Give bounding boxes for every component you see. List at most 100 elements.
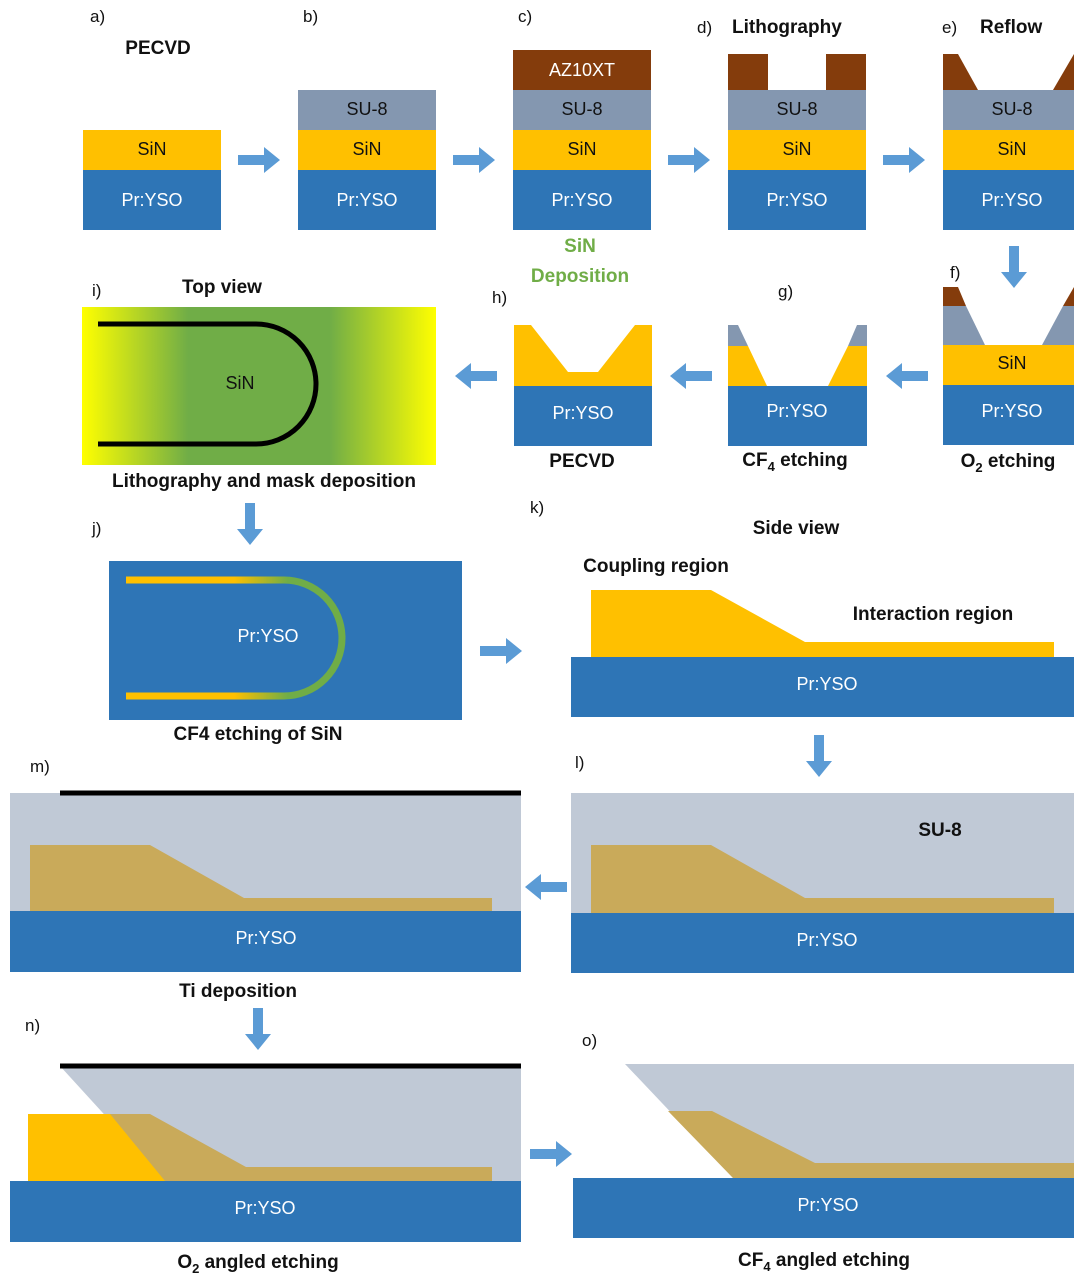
step-b: b) SU-8 SiN Pr:YSO bbox=[298, 7, 436, 230]
sin-label: SiN bbox=[137, 139, 166, 159]
step-a-letter: a) bbox=[90, 7, 105, 26]
su8-sloped-right bbox=[1042, 306, 1074, 345]
step-g: g) Pr:YSO CF4 etching bbox=[728, 282, 867, 474]
step-c-letter: c) bbox=[518, 7, 532, 26]
substrate-layer bbox=[10, 1181, 521, 1242]
top-view-wafer bbox=[82, 307, 436, 465]
coupling-region-label: Coupling region bbox=[583, 556, 729, 577]
sin-layer bbox=[728, 130, 866, 170]
substrate-label: Pr:YSO bbox=[766, 401, 827, 421]
angled-sin-facet bbox=[668, 1111, 1074, 1178]
top-view-sin-label: SiN bbox=[225, 373, 254, 393]
step-o-letter: o) bbox=[582, 1031, 597, 1050]
arrow-right-icon bbox=[530, 1141, 572, 1167]
su8-label: SU-8 bbox=[991, 99, 1032, 119]
step-a: a) PECVD SiN Pr:YSO bbox=[83, 7, 221, 230]
etched-sin-waveguide bbox=[126, 576, 346, 700]
step-d: d) Lithography SU-8 SiN Pr:YSO bbox=[697, 17, 866, 230]
resist-block-left bbox=[728, 54, 768, 90]
substrate-label: Pr:YSO bbox=[981, 190, 1042, 210]
step-m-caption: Ti deposition bbox=[179, 981, 297, 1002]
substrate-layer bbox=[10, 911, 521, 972]
arrow-down-icon bbox=[1001, 246, 1027, 288]
su8-layer bbox=[728, 90, 866, 130]
substrate-label: Pr:YSO bbox=[336, 190, 397, 210]
mask-line bbox=[98, 321, 319, 447]
interaction-region-label: Interaction region bbox=[853, 604, 1013, 625]
step-h-caption: PECVD bbox=[549, 451, 614, 472]
step-j-letter: j) bbox=[91, 519, 101, 538]
arrow-left-icon bbox=[455, 363, 497, 389]
resist-remnant-left bbox=[943, 287, 966, 306]
step-g-letter: g) bbox=[778, 282, 793, 301]
arrow-right-icon bbox=[480, 638, 522, 664]
top-view-title: Top view bbox=[182, 277, 262, 298]
sin-label: SiN bbox=[997, 353, 1026, 373]
arrow-down-icon bbox=[806, 735, 832, 777]
substrate-layer bbox=[571, 657, 1074, 717]
sin-layer bbox=[298, 130, 436, 170]
step-o: o) Pr:YSO CF4 angled etching bbox=[573, 1031, 1074, 1274]
step-b-letter: b) bbox=[303, 7, 318, 26]
su8-layer bbox=[943, 90, 1074, 130]
step-f: f) SiN Pr:YSO O2 etching bbox=[943, 263, 1074, 475]
substrate-label: Pr:YSO bbox=[234, 1198, 295, 1218]
resist-reflow-right bbox=[1053, 54, 1074, 90]
sin-deposition-caption-line1: SiN bbox=[564, 236, 596, 257]
substrate-layer bbox=[943, 170, 1074, 230]
substrate-label: Pr:YSO bbox=[235, 928, 296, 948]
substrate-layer bbox=[298, 170, 436, 230]
sin-deposition-caption-line2: Deposition bbox=[531, 266, 629, 287]
arrow-left-icon bbox=[525, 874, 567, 900]
step-d-letter: d) bbox=[697, 18, 712, 37]
step-a-caption: PECVD bbox=[125, 38, 190, 59]
step-h: h) Pr:YSO PECVD bbox=[492, 288, 652, 472]
step-f-caption: O2 etching bbox=[961, 451, 1056, 475]
substrate-layer bbox=[943, 385, 1074, 445]
step-i-caption: Lithography and mask deposition bbox=[112, 471, 416, 492]
resist-layer bbox=[513, 50, 651, 90]
step-n-letter: n) bbox=[25, 1016, 40, 1035]
arrow-down-icon bbox=[245, 1008, 271, 1050]
step-d-caption: Lithography bbox=[732, 17, 842, 38]
resist-label: AZ10XT bbox=[549, 60, 615, 80]
sin-sloped-right bbox=[828, 346, 867, 386]
step-n-caption: O2 angled etching bbox=[177, 1252, 338, 1274]
sin-layer bbox=[513, 130, 651, 170]
step-m: m) Pr:YSO Ti deposition bbox=[10, 757, 521, 1002]
substrate-label: Pr:YSO bbox=[551, 190, 612, 210]
sin-sloped-left bbox=[728, 346, 767, 386]
step-i: i) Top view SiN Lithography and mask dep… bbox=[82, 277, 436, 492]
substrate-label: Pr:YSO bbox=[796, 674, 857, 694]
substrate-label: Pr:YSO bbox=[552, 403, 613, 423]
arrow-right-icon bbox=[883, 147, 925, 173]
step-i-letter: i) bbox=[92, 281, 101, 300]
substrate-label: Pr:YSO bbox=[237, 626, 298, 646]
substrate-layer bbox=[513, 170, 651, 230]
resist-remnant-right bbox=[1063, 287, 1074, 306]
su8-label: SU-8 bbox=[776, 99, 817, 119]
substrate-layer bbox=[571, 913, 1074, 973]
su8-label: SU-8 bbox=[561, 99, 602, 119]
step-e: e) Reflow SU-8 SiN Pr:YSO bbox=[942, 17, 1074, 230]
substrate-label: Pr:YSO bbox=[797, 1195, 858, 1215]
side-view-title: Side view bbox=[753, 518, 840, 539]
sin-under-su8 bbox=[591, 845, 1054, 913]
step-h-letter: h) bbox=[492, 288, 507, 307]
arrow-down-icon bbox=[237, 503, 263, 545]
step-e-caption: Reflow bbox=[980, 17, 1043, 38]
su8-remnant-right bbox=[848, 325, 867, 346]
step-k-letter: k) bbox=[530, 498, 544, 517]
step-l: l) SU-8 Pr:YSO bbox=[571, 753, 1074, 973]
exposed-sin-region bbox=[28, 1114, 165, 1181]
sin-layer bbox=[943, 130, 1074, 170]
substrate-label: Pr:YSO bbox=[121, 190, 182, 210]
step-o-caption: CF4 angled etching bbox=[738, 1250, 910, 1274]
sin-layer bbox=[943, 345, 1074, 385]
sin-layer bbox=[83, 130, 221, 170]
step-m-letter: m) bbox=[30, 757, 50, 776]
substrate-layer bbox=[514, 386, 652, 446]
arrow-left-icon bbox=[886, 363, 928, 389]
step-c: c) AZ10XT SU-8 SiN Pr:YSO SiN Deposition bbox=[513, 7, 651, 287]
